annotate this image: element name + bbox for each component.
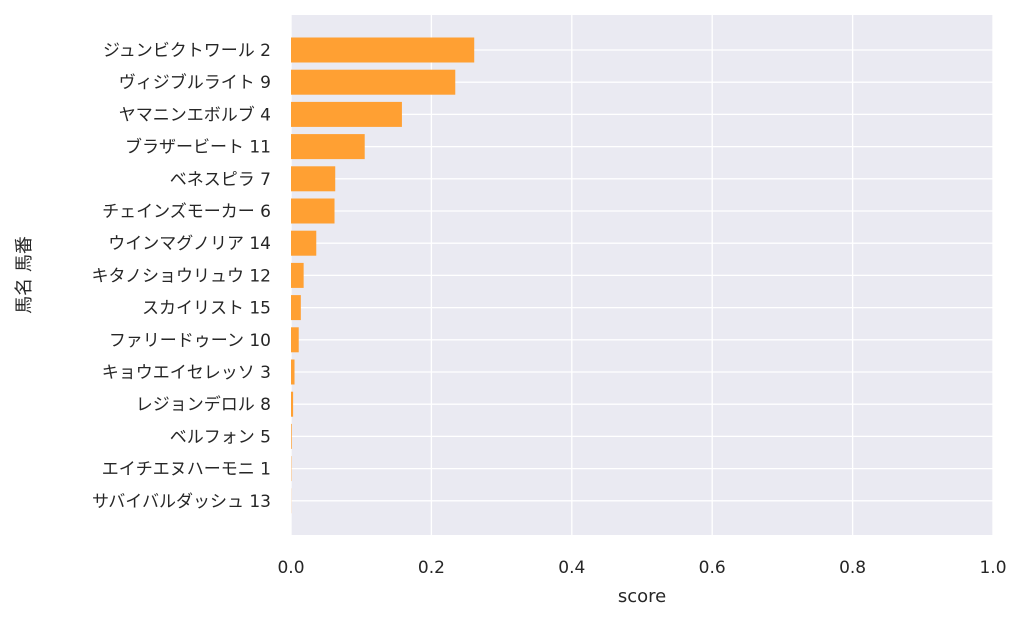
bar — [291, 230, 317, 256]
x-tick-label: 0.2 — [418, 558, 445, 578]
bar — [291, 359, 295, 385]
bar — [291, 69, 456, 95]
y-tick-label: ベネスピラ 7 — [170, 170, 271, 190]
y-tick-label: ウインマグノリア 14 — [108, 234, 271, 254]
x-tick-labels: 0.0 0.2 0.4 0.6 0.8 1.0 — [277, 558, 1006, 578]
y-tick-label: キョウエイセレッソ 3 — [102, 363, 271, 383]
y-axis-label: 馬名 馬番 — [14, 236, 35, 314]
x-tick-label: 0.8 — [839, 558, 866, 578]
y-tick-label: ブラザービート 11 — [125, 137, 271, 158]
bar — [291, 101, 402, 127]
bar — [291, 37, 475, 63]
x-axis-label: score — [618, 586, 666, 607]
y-tick-label: キタノショウリュウ 12 — [91, 266, 271, 286]
bar — [291, 262, 304, 288]
y-tick-label: ヤマニンエボルブ 4 — [119, 104, 271, 125]
y-tick-label: ヴィジブルライト 9 — [119, 72, 271, 93]
bar — [291, 327, 299, 353]
y-tick-label: ファリードゥーン 10 — [109, 331, 271, 351]
y-tick-label: サバイバルダッシュ 13 — [92, 492, 271, 512]
y-tick-labels: ジュンビクトワール 2 ヴィジブルライト 9 ヤマニンエボルブ 4 ブラザービート 1… — [91, 41, 271, 512]
y-tick-label: チェインズモーカー 6 — [102, 202, 271, 222]
bars — [291, 37, 475, 514]
x-tick-label: 0.6 — [699, 558, 726, 578]
bar — [291, 295, 301, 321]
bar — [291, 423, 292, 449]
y-tick-label: ジュンビクトワール 2 — [103, 41, 271, 61]
x-tick-label: 0.0 — [277, 558, 304, 578]
y-tick-label: レジョンデロル 8 — [136, 394, 271, 415]
bar — [291, 166, 336, 192]
grid-lines — [290, 15, 994, 535]
bar — [291, 391, 294, 417]
y-tick-label: スカイリスト 15 — [142, 299, 271, 319]
bar — [291, 198, 335, 224]
x-tick-label: 1.0 — [979, 558, 1006, 578]
y-tick-label: ベルフォン 5 — [170, 427, 271, 447]
bar — [291, 134, 365, 160]
x-tick-label: 0.4 — [558, 558, 585, 578]
y-tick-label: エイチエヌハーモニ 1 — [102, 460, 271, 480]
